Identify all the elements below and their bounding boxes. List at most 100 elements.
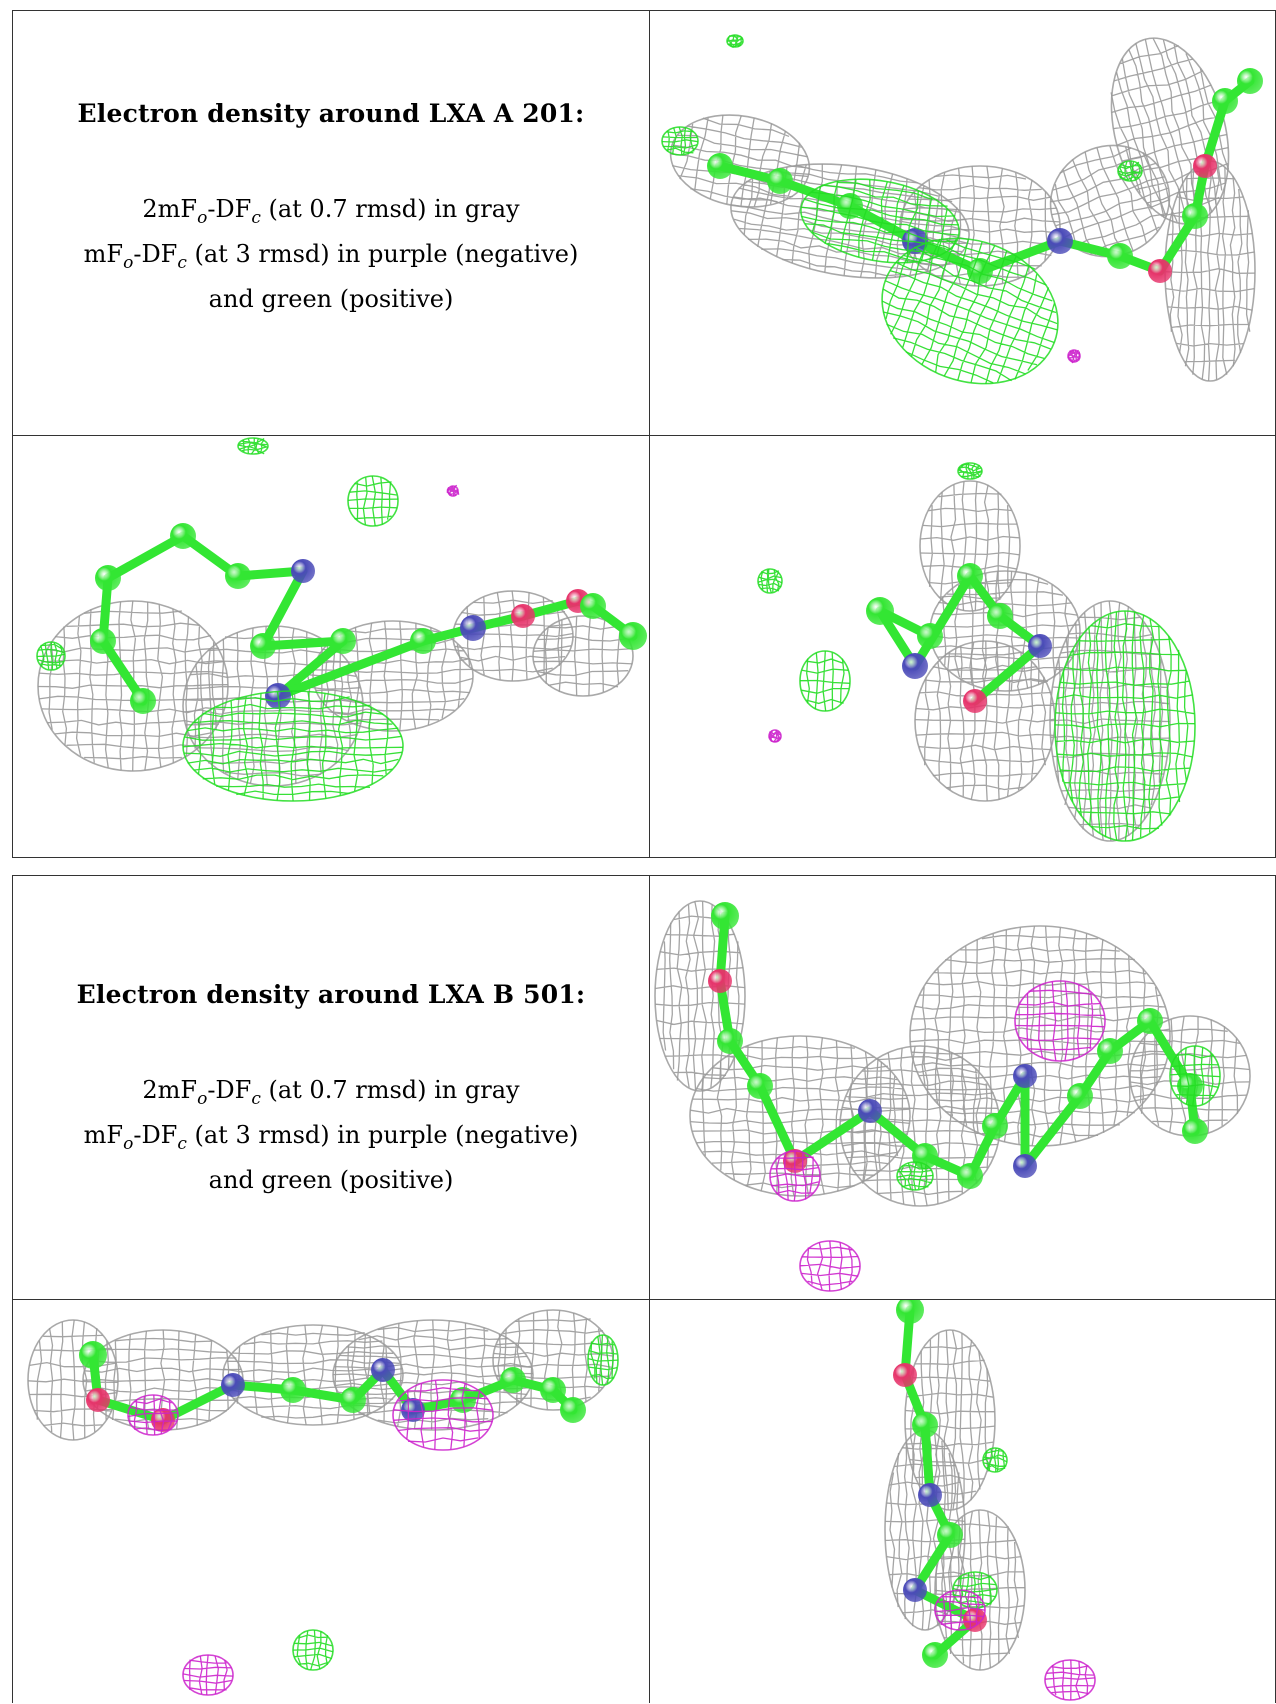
carbon-atom xyxy=(1182,1118,1208,1144)
density-mesh-2fofc xyxy=(669,114,811,208)
carbon-atom xyxy=(619,622,647,650)
density-mesh-2fofc-outline xyxy=(1049,600,1171,842)
density-mesh-negative-outline xyxy=(768,729,782,743)
density-mesh-positive-outline xyxy=(347,475,399,527)
density-mesh-negative-lines xyxy=(1044,1659,1096,1701)
carbon-atom xyxy=(896,1300,924,1324)
map-legend: 2mFo-DFc (at 0.7 rmsd) in gray mFo-DFc (… xyxy=(13,191,649,317)
carbon-atom xyxy=(250,633,276,659)
ligand-bond xyxy=(273,636,428,701)
density-mesh-positive-lines xyxy=(292,1629,334,1671)
density-mesh-positive-outline xyxy=(237,437,269,455)
density-mesh-positive xyxy=(237,437,269,455)
density-mesh-2fofc-outline xyxy=(934,1509,1026,1671)
density-mesh-negative-outline xyxy=(1067,349,1081,363)
density-mesh-negative-lines xyxy=(799,1240,861,1292)
carbon-atom xyxy=(837,193,863,219)
density-mesh-2fofc xyxy=(914,640,1056,802)
density-mesh-2fofc-outline xyxy=(37,600,229,772)
density-mesh-2fofc-outline xyxy=(919,480,1021,612)
density-view-3 xyxy=(650,436,1276,859)
density-mesh-negative-lines xyxy=(769,1150,821,1202)
density-mesh-2fofc-outline xyxy=(899,165,1061,287)
carbon-atom xyxy=(767,168,793,194)
block-title: Electron density around LXA B 501: xyxy=(76,980,586,1009)
table-divider-horizontal xyxy=(13,435,1275,436)
nitrogen-atom xyxy=(858,1099,882,1123)
density-mesh-positive xyxy=(896,1161,934,1191)
density-mesh-positive-lines xyxy=(1169,1045,1221,1107)
density-mesh-positive-outline xyxy=(182,690,404,802)
density-mesh-positive xyxy=(36,641,66,671)
density-mesh-negative-outline xyxy=(392,1379,494,1451)
ligand-bond xyxy=(970,641,1045,706)
density-mesh-positive-lines xyxy=(896,1161,934,1191)
density-mesh-2fofc-lines xyxy=(37,600,229,772)
legend-line-fofc: mFo-DFc (at 3 rmsd) in purple (negative) xyxy=(83,239,579,273)
carbon-atom xyxy=(170,523,196,549)
density-mesh-positive-lines xyxy=(587,1334,619,1386)
density-mesh-2fofc-outline xyxy=(27,1319,119,1441)
ligand-bond xyxy=(1020,1091,1085,1171)
density-mesh-positive xyxy=(587,1334,619,1386)
carbon-atom xyxy=(711,902,739,930)
density-mesh-positive xyxy=(799,650,851,712)
oxygen-atom xyxy=(1193,154,1217,178)
density-block-lxa-b-501: Electron density around LXA B 501: 2mFo-… xyxy=(12,875,1276,1703)
carbon-atom xyxy=(280,1377,306,1403)
density-mesh-positive xyxy=(182,690,404,802)
density-mesh-negative xyxy=(127,1394,179,1436)
carbon-atom xyxy=(450,1387,476,1413)
density-mesh-negative-lines xyxy=(127,1394,179,1436)
density-mesh-positive xyxy=(800,178,960,264)
carbon-atom xyxy=(922,1642,948,1668)
density-mesh-negative xyxy=(1067,349,1081,364)
carbon-atom xyxy=(1237,68,1263,94)
density-mesh-positive-lines xyxy=(801,179,959,264)
nitrogen-atom xyxy=(918,1483,942,1507)
density-mesh-2fofc xyxy=(654,900,746,1092)
carbon-atom xyxy=(340,1387,366,1413)
density-mesh-negative-lines xyxy=(393,1380,493,1450)
density-mesh-negative-outline xyxy=(1014,980,1106,1062)
ligand-density-image xyxy=(36,437,647,802)
density-mesh-positive-outline xyxy=(292,1629,334,1671)
density-block-lxa-a-201: Electron density around LXA A 201: 2mFo-… xyxy=(12,10,1276,858)
ligand-bond xyxy=(258,566,308,651)
carbon-atom xyxy=(330,628,356,654)
carbon-atom xyxy=(1107,243,1133,269)
carbon-atom xyxy=(225,563,251,589)
nitrogen-atom xyxy=(371,1358,395,1382)
carbon-atom xyxy=(707,153,733,179)
density-mesh-positive-lines xyxy=(757,568,783,594)
density-view-3 xyxy=(650,1300,1276,1704)
density-mesh-positive-outline xyxy=(799,650,851,712)
ligand-bond xyxy=(103,531,188,583)
density-mesh-positive xyxy=(726,34,744,48)
density-mesh-2fofc-lines xyxy=(1164,160,1256,382)
density-mesh-2fofc-lines xyxy=(533,616,633,696)
density-mesh-negative xyxy=(446,484,460,497)
density-mesh-positive xyxy=(661,126,699,156)
density-mesh-2fofc-outline xyxy=(730,163,970,279)
legend-line-2fofc: 2mFo-DFc (at 0.7 rmsd) in gray xyxy=(142,195,520,228)
carbon-atom xyxy=(95,565,121,591)
nitrogen-atom xyxy=(903,1578,927,1602)
density-mesh-positive-lines xyxy=(1117,160,1143,182)
density-mesh-2fofc xyxy=(689,1035,911,1197)
carbon-atom xyxy=(987,603,1013,629)
carbon-atom xyxy=(410,628,436,654)
carbon-atom xyxy=(560,1397,586,1423)
density-mesh-negative-lines xyxy=(1015,981,1105,1061)
ligand-bond xyxy=(755,1081,800,1166)
density-mesh-positive-outline xyxy=(957,462,983,480)
density-mesh-positive-outline xyxy=(881,237,1059,385)
density-mesh-2fofc xyxy=(532,615,634,697)
density-mesh-negative xyxy=(769,1150,821,1202)
nitrogen-atom xyxy=(902,653,928,679)
nitrogen-atom xyxy=(221,1373,245,1397)
density-mesh-positive-lines xyxy=(661,126,699,156)
density-mesh-2fofc-outline xyxy=(332,1319,534,1431)
nitrogen-atom xyxy=(291,559,315,583)
density-mesh-negative-lines xyxy=(182,1654,234,1696)
